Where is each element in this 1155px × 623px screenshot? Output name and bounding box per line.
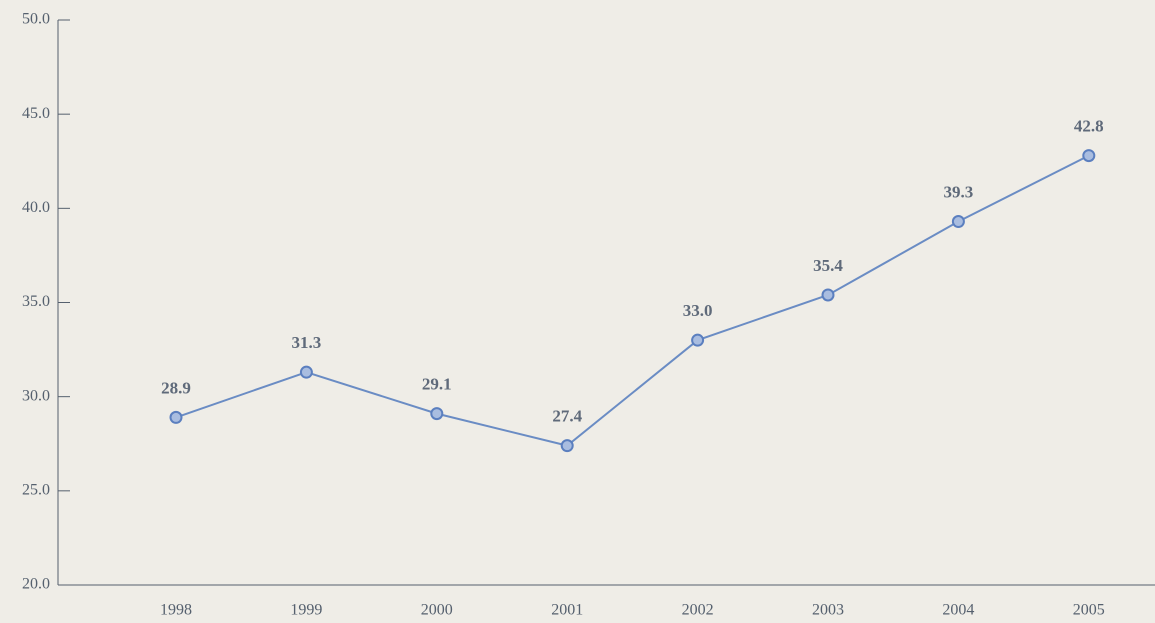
x-tick-label: 2002 bbox=[682, 602, 714, 619]
data-point bbox=[951, 215, 965, 229]
x-tick-label: 2000 bbox=[421, 602, 453, 619]
x-tick-label: 2004 bbox=[942, 602, 974, 619]
data-label: 28.9 bbox=[161, 378, 191, 397]
data-label: 27.4 bbox=[552, 407, 582, 426]
x-tick-label: 2005 bbox=[1073, 602, 1105, 619]
data-label: 29.1 bbox=[422, 375, 452, 394]
x-tick-label: 1998 bbox=[160, 602, 192, 619]
y-tick-label: 20.0 bbox=[22, 576, 50, 593]
data-label: 33.0 bbox=[683, 301, 713, 320]
x-tick-label: 2003 bbox=[812, 602, 844, 619]
data-point bbox=[299, 365, 313, 379]
x-tick-label: 2001 bbox=[551, 602, 583, 619]
data-label: 35.4 bbox=[813, 256, 843, 275]
data-point bbox=[430, 407, 444, 421]
y-tick-label: 35.0 bbox=[22, 293, 50, 310]
y-tick-label: 50.0 bbox=[22, 11, 50, 28]
data-point bbox=[821, 288, 835, 302]
data-label: 31.3 bbox=[292, 333, 322, 352]
data-point bbox=[560, 439, 574, 453]
y-tick-label: 25.0 bbox=[22, 482, 50, 499]
data-point bbox=[691, 333, 705, 347]
data-label: 39.3 bbox=[944, 182, 974, 201]
series-line bbox=[175, 154, 1090, 447]
y-tick-label: 45.0 bbox=[22, 105, 50, 122]
y-tick-label: 30.0 bbox=[22, 387, 50, 404]
y-tick-label: 40.0 bbox=[22, 199, 50, 216]
data-label: 42.8 bbox=[1074, 117, 1104, 136]
x-tick-label: 1999 bbox=[290, 602, 322, 619]
data-point bbox=[169, 410, 183, 424]
data-point bbox=[1082, 149, 1096, 163]
